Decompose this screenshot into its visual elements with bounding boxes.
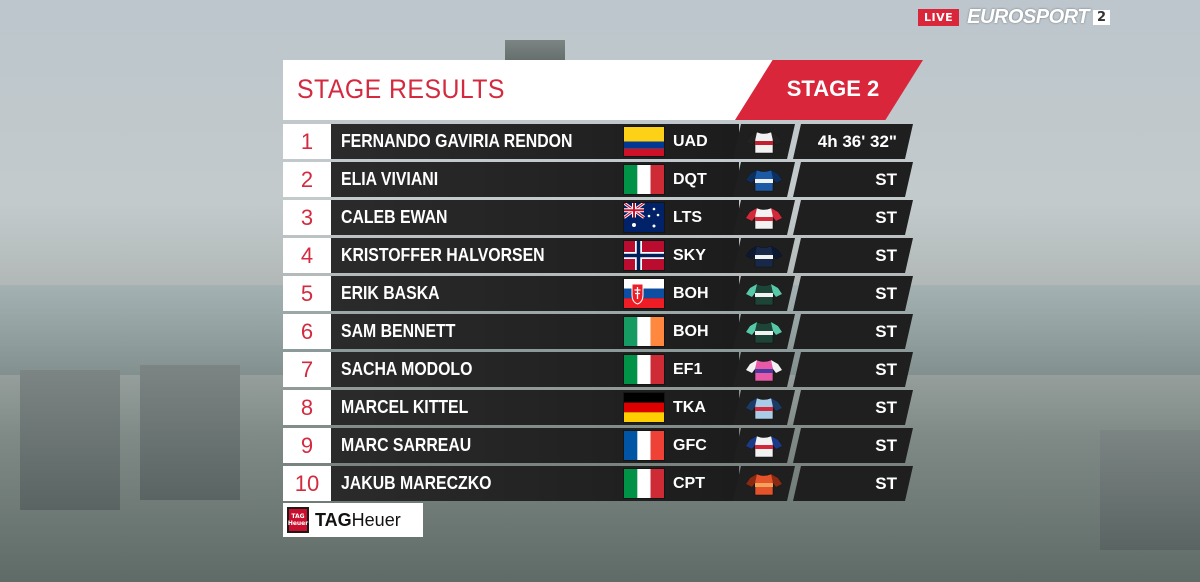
italy-flag-icon xyxy=(624,165,664,194)
team-code: BOH xyxy=(673,323,709,340)
background-building xyxy=(20,370,120,510)
australia-flag-icon xyxy=(624,203,664,232)
france-flag-icon xyxy=(624,431,664,460)
ireland-flag-icon xyxy=(624,317,664,346)
results-header: STAGE RESULTS STAGE 2 xyxy=(283,60,923,120)
rider-name: MARCEL KITTEL xyxy=(341,397,469,417)
team-jersey-icon xyxy=(733,200,795,235)
team-code: EF1 xyxy=(673,361,703,378)
rank-number: 10 xyxy=(283,466,331,501)
result-row: 4 KRISTOFFER HALVORSEN SKY ST xyxy=(283,238,913,273)
team-jersey-icon xyxy=(733,162,795,197)
rider-name: ERIK BASKA xyxy=(341,283,440,303)
colombia-flag-icon xyxy=(624,127,664,156)
sponsor-logo: TAG Heuer TAGHeuer xyxy=(283,503,423,537)
team-jersey-icon xyxy=(733,390,795,425)
result-row: 1 FERNANDO GAVIRIA RENDON UAD 4h 36' 32" xyxy=(283,124,913,159)
result-row: 6 SAM BENNETT BOH ST xyxy=(283,314,913,349)
results-table: 1 FERNANDO GAVIRIA RENDON UAD 4h 36' 32" 2 EL… xyxy=(283,124,913,504)
team-jersey-icon xyxy=(733,428,795,463)
germany-flag-icon xyxy=(624,393,664,422)
italy-flag-icon xyxy=(624,469,664,498)
channel-number: 2 xyxy=(1092,10,1111,25)
slovakia-flag-icon xyxy=(624,279,664,308)
rider-name: FERNANDO GAVIRIA RENDON xyxy=(341,131,573,151)
team-code: GFC xyxy=(673,437,707,454)
finish-time: 4h 36' 32" xyxy=(793,124,913,159)
norway-flag-icon xyxy=(624,241,664,270)
rank-number: 8 xyxy=(283,390,331,425)
rank-number: 3 xyxy=(283,200,331,235)
team-code: SKY xyxy=(673,247,706,264)
rank-number: 2 xyxy=(283,162,331,197)
network-logo: EUROSPORT xyxy=(967,6,1089,28)
result-row: 9 MARC SARREAU GFC ST xyxy=(283,428,913,463)
broadcaster-bug: LIVE EUROSPORT 2 xyxy=(918,6,1111,29)
result-row: 8 MARCEL KITTEL TKA ST xyxy=(283,390,913,425)
team-code: UAD xyxy=(673,133,708,150)
background-building xyxy=(1100,430,1200,550)
team-code: BOH xyxy=(673,285,709,302)
finish-time: ST xyxy=(793,428,913,463)
finish-time: ST xyxy=(793,276,913,311)
rank-number: 7 xyxy=(283,352,331,387)
finish-time: ST xyxy=(793,314,913,349)
finish-time: ST xyxy=(793,466,913,501)
rank-number: 4 xyxy=(283,238,331,273)
team-code: CPT xyxy=(673,475,705,492)
finish-time: ST xyxy=(793,162,913,197)
team-code: TKA xyxy=(673,399,706,416)
tag-heuer-badge-icon: TAG Heuer xyxy=(287,507,309,533)
finish-time: ST xyxy=(793,200,913,235)
team-jersey-icon xyxy=(733,276,795,311)
result-row: 5 ERIK BASKA BOH ST xyxy=(283,276,913,311)
team-jersey-icon xyxy=(733,466,795,501)
stage-label: STAGE 2 xyxy=(786,76,880,101)
stage-results-title: STAGE RESULTS xyxy=(297,74,505,104)
result-row: 3 CALEB EWAN LTS ST xyxy=(283,200,913,235)
background-building xyxy=(140,365,240,500)
team-code: LTS xyxy=(673,209,703,226)
italy-flag-icon xyxy=(624,355,664,384)
rider-name: CALEB EWAN xyxy=(341,207,448,227)
rank-number: 5 xyxy=(283,276,331,311)
rank-number: 9 xyxy=(283,428,331,463)
team-jersey-icon xyxy=(733,238,795,273)
team-code: DQT xyxy=(673,171,707,188)
finish-time: ST xyxy=(793,352,913,387)
rider-name: KRISTOFFER HALVORSEN xyxy=(341,245,545,265)
rider-name: SACHA MODOLO xyxy=(341,359,473,379)
finish-time: ST xyxy=(793,390,913,425)
rank-number: 6 xyxy=(283,314,331,349)
finish-time: ST xyxy=(793,238,913,273)
team-jersey-icon xyxy=(733,124,795,159)
result-row: 7 SACHA MODOLO EF1 ST xyxy=(283,352,913,387)
sponsor-wordmark: TAGHeuer xyxy=(315,509,401,530)
result-row: 10 JAKUB MARECZKO CPT ST xyxy=(283,466,913,501)
result-row: 2 ELIA VIVIANI DQT ST xyxy=(283,162,913,197)
live-badge: LIVE xyxy=(918,9,960,26)
rank-number: 1 xyxy=(283,124,331,159)
team-jersey-icon xyxy=(733,314,795,349)
rider-name: JAKUB MARECZKO xyxy=(341,473,492,493)
team-jersey-icon xyxy=(733,352,795,387)
rider-name: SAM BENNETT xyxy=(341,321,456,341)
rider-name: ELIA VIVIANI xyxy=(341,169,439,189)
rider-name: MARC SARREAU xyxy=(341,435,472,455)
